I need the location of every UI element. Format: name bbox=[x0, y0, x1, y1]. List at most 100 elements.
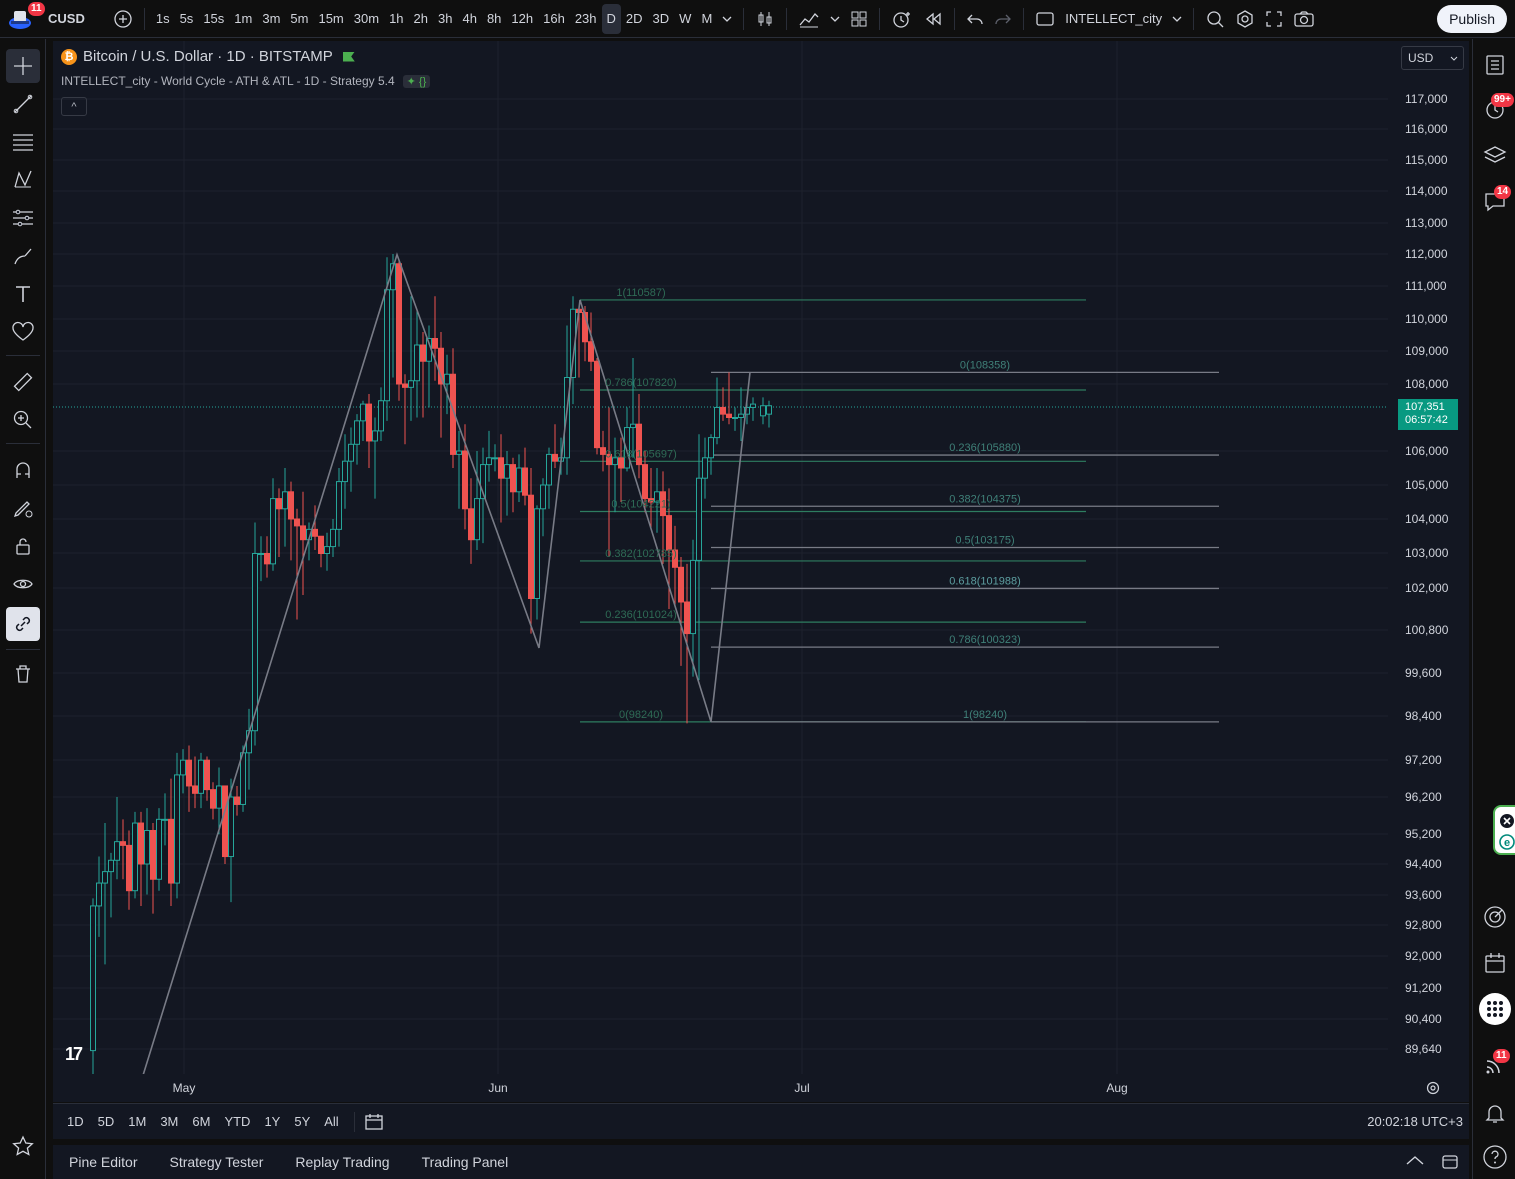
indicators-dropdown-icon[interactable] bbox=[825, 4, 845, 34]
layout-dropdown-icon[interactable] bbox=[1167, 4, 1187, 34]
brush-tool-icon[interactable] bbox=[6, 239, 40, 273]
layers-icon[interactable] bbox=[1477, 137, 1513, 173]
interval-15s[interactable]: 15s bbox=[203, 11, 225, 26]
compare-add-icon[interactable] bbox=[108, 4, 138, 34]
tab-replay-trading[interactable]: Replay Trading bbox=[295, 1154, 390, 1170]
collapse-legend-button[interactable]: ^ bbox=[61, 97, 87, 116]
link-icon[interactable] bbox=[6, 607, 40, 641]
extension-logo-icon[interactable]: e bbox=[1499, 834, 1515, 850]
help-icon[interactable] bbox=[1477, 1139, 1513, 1175]
chat-icon[interactable]: 14 bbox=[1477, 183, 1513, 219]
publish-button[interactable]: Publish bbox=[1437, 5, 1507, 33]
range-5d[interactable]: 5D bbox=[97, 1114, 115, 1129]
interval-3m[interactable]: 3m bbox=[262, 11, 281, 26]
clock-timezone[interactable]: 20:02:18 UTC+3 bbox=[1367, 1114, 1463, 1129]
range-1m[interactable]: 1M bbox=[128, 1114, 147, 1129]
maximize-panel-icon[interactable] bbox=[1441, 1154, 1459, 1170]
eye-icon[interactable] bbox=[6, 567, 40, 601]
fullscreen-icon[interactable] bbox=[1260, 4, 1288, 34]
target-icon[interactable] bbox=[1477, 899, 1513, 935]
interval-30m[interactable]: 30m bbox=[353, 11, 380, 26]
range-ytd[interactable]: YTD bbox=[224, 1114, 251, 1129]
interval-16h[interactable]: 16h bbox=[543, 11, 565, 26]
layouts-grid-icon[interactable] bbox=[845, 4, 873, 34]
candle bbox=[600, 430, 606, 472]
indicator-source-icon[interactable]: ✦ {} bbox=[402, 74, 431, 88]
interval-5s[interactable]: 5s bbox=[179, 11, 194, 26]
close-icon[interactable] bbox=[1499, 813, 1515, 829]
calendar-icon[interactable] bbox=[1477, 945, 1513, 981]
expand-panel-icon[interactable] bbox=[1405, 1154, 1425, 1166]
price-tick-label: 91,200 bbox=[1405, 981, 1442, 995]
calendar-goto-icon[interactable] bbox=[363, 1112, 385, 1132]
interval-23h[interactable]: 23h bbox=[574, 11, 597, 26]
extension-widget[interactable]: e bbox=[1493, 805, 1515, 855]
lock-icon[interactable] bbox=[6, 529, 40, 563]
tab-pine-editor[interactable]: Pine Editor bbox=[69, 1154, 138, 1170]
favorites-star-icon[interactable] bbox=[6, 1129, 40, 1163]
interval-5m[interactable]: 5m bbox=[290, 11, 309, 26]
layout-icon[interactable] bbox=[1030, 4, 1060, 34]
tradingview-logo[interactable]: 17 bbox=[65, 1044, 83, 1064]
text-tool-icon[interactable] bbox=[6, 277, 40, 311]
range-3m[interactable]: 3M bbox=[160, 1114, 179, 1129]
interval-4h[interactable]: 4h bbox=[462, 11, 477, 26]
redo-icon[interactable] bbox=[989, 4, 1017, 34]
chart-pane[interactable]: 1(110587) 0.786(107820) 0.618(105697) 0.5(1… bbox=[53, 41, 1469, 1102]
undo-icon[interactable] bbox=[961, 4, 989, 34]
interval-2d[interactable]: 2D bbox=[625, 11, 643, 26]
interval-1h[interactable]: 1h bbox=[389, 11, 404, 26]
candle bbox=[396, 260, 402, 401]
pattern-tool-icon[interactable] bbox=[6, 163, 40, 197]
magnet-icon[interactable] bbox=[6, 453, 40, 487]
candle-style-icon[interactable] bbox=[750, 4, 780, 34]
crosshair-tool-icon[interactable] bbox=[6, 49, 40, 83]
ideas-stream-icon[interactable]: 11 bbox=[1477, 1047, 1513, 1083]
user-menu[interactable]: 11 bbox=[0, 0, 45, 38]
interval-d[interactable]: D bbox=[601, 3, 621, 34]
interval-1s[interactable]: 1s bbox=[155, 11, 170, 26]
tab-trading-panel[interactable]: Trading Panel bbox=[421, 1154, 509, 1170]
replay-icon[interactable] bbox=[918, 4, 948, 34]
tab-strategy-tester[interactable]: Strategy Tester bbox=[169, 1154, 264, 1170]
alert-clock-icon[interactable] bbox=[886, 4, 918, 34]
interval-m[interactable]: M bbox=[701, 11, 713, 26]
layout-name[interactable]: INTELLECT_city bbox=[1065, 11, 1163, 26]
interval-3h[interactable]: 3h bbox=[438, 11, 453, 26]
price-chart[interactable]: 1(110587) 0.786(107820) 0.618(105697) 0.5(1… bbox=[53, 41, 1469, 1102]
trend-line-tool-icon[interactable] bbox=[6, 87, 40, 121]
interval-1m[interactable]: 1m bbox=[234, 11, 253, 26]
forecast-tool-icon[interactable] bbox=[6, 201, 40, 235]
symbol-legend[interactable]: ₿ Bitcoin / U.S. Dollar · 1D · BITSTAMP bbox=[61, 48, 355, 65]
interval-8h[interactable]: 8h bbox=[486, 11, 502, 26]
interval-dropdown-icon[interactable] bbox=[717, 4, 737, 34]
zoom-in-icon[interactable] bbox=[6, 403, 40, 437]
axis-settings-gear-icon[interactable] bbox=[1425, 1080, 1441, 1101]
interval-3d[interactable]: 3D bbox=[652, 11, 670, 26]
range-1d[interactable]: 1D bbox=[67, 1114, 84, 1129]
fib-retracement-tool-icon[interactable] bbox=[6, 125, 40, 159]
ruler-measure-icon[interactable] bbox=[6, 365, 40, 399]
range-5y[interactable]: 5Y bbox=[294, 1114, 311, 1129]
notifications-bell-icon[interactable] bbox=[1477, 1095, 1513, 1131]
watchlist-icon[interactable] bbox=[1477, 47, 1513, 83]
currency-select[interactable]: USD bbox=[1401, 46, 1464, 70]
range-6m[interactable]: 6M bbox=[192, 1114, 211, 1129]
indicators-icon[interactable] bbox=[793, 4, 825, 34]
indicator-legend[interactable]: INTELLECT_city - World Cycle - ATH & ATL… bbox=[61, 74, 431, 88]
interval-w[interactable]: W bbox=[679, 11, 692, 26]
interval-2h[interactable]: 2h bbox=[413, 11, 428, 26]
settings-gear-icon[interactable] bbox=[1230, 4, 1260, 34]
quick-search-icon[interactable] bbox=[1200, 4, 1230, 34]
heart-icon[interactable] bbox=[6, 315, 40, 349]
range-1y[interactable]: 1Y bbox=[264, 1114, 281, 1129]
camera-icon[interactable] bbox=[1288, 4, 1320, 34]
interval-12h[interactable]: 12h bbox=[511, 11, 534, 26]
trash-icon[interactable] bbox=[6, 657, 40, 691]
interval-15m[interactable]: 15m bbox=[318, 11, 344, 26]
symbol-search[interactable]: CUSD bbox=[48, 11, 85, 26]
apps-grid-icon[interactable] bbox=[1477, 991, 1513, 1027]
alerts-clock-icon[interactable]: 99+ bbox=[1477, 91, 1514, 127]
range-all[interactable]: All bbox=[324, 1114, 339, 1129]
stay-drawing-icon[interactable] bbox=[6, 491, 40, 525]
